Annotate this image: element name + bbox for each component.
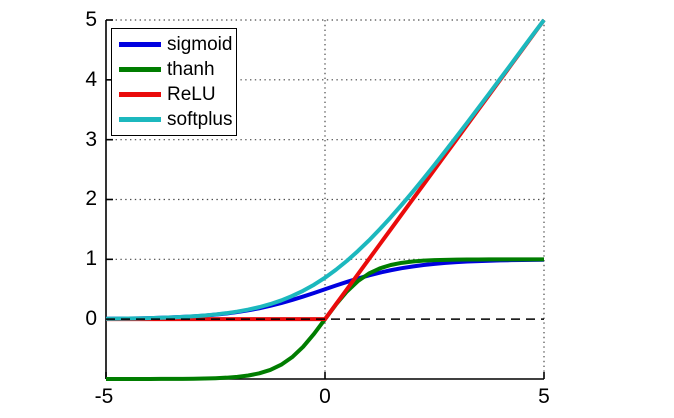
legend-label-thanh: thanh (167, 58, 215, 80)
legend-item-thanh: thanh (112, 59, 236, 81)
legend-label-sigmoid: sigmoid (167, 33, 233, 55)
y-tick-label-4: 4 (85, 68, 97, 91)
legend-line-sample-sigmoid (119, 42, 161, 47)
legend-line-sample-thanh (119, 67, 161, 72)
curve-softplus (105, 18, 546, 321)
y-tick-label-3: 3 (85, 128, 97, 151)
curve-sigmoid (105, 257, 545, 321)
y-tick-label-0: 0 (85, 307, 97, 330)
x-tick-label-5: 5 (538, 385, 550, 408)
legend-line-sample-softplus (119, 117, 161, 122)
x-tick-label-0: 0 (319, 385, 331, 408)
legend-item-sigmoid: sigmoid (112, 34, 236, 56)
legend-item-relu: ReLU (112, 84, 236, 106)
legend: sigmoid thanh ReLU softplus (111, 28, 237, 136)
x-tick-label-neg5: -5 (94, 385, 114, 408)
legend-label-softplus: softplus (167, 108, 233, 130)
legend-item-softplus: softplus (112, 109, 236, 131)
y-tick-label-1: 1 (85, 247, 97, 270)
legend-label-relu: ReLU (167, 83, 216, 105)
legend-line-sample-relu (119, 92, 161, 97)
y-tick-label-5: 5 (85, 8, 97, 31)
y-tick-label-2: 2 (85, 187, 97, 210)
